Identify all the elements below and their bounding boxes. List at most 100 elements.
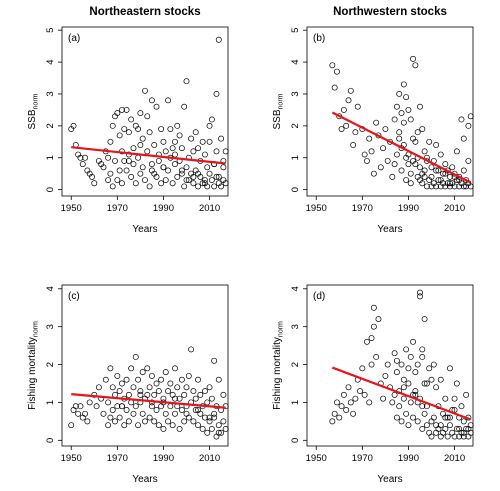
data-point [435,167,442,174]
data-point [412,388,419,395]
data-point [107,170,114,177]
data-point [368,148,375,155]
data-point [467,183,474,190]
data-point [155,388,162,395]
data-point [453,148,460,155]
data-point [197,410,204,417]
data-point [389,173,396,180]
points-group [329,289,474,440]
data-point [70,122,77,129]
data-point [130,384,137,391]
data-point [433,183,440,190]
data-point [421,380,428,387]
data-point [417,103,423,110]
data-point [162,148,169,155]
data-point [114,403,121,410]
data-point [405,106,412,113]
panel-label: (c) [68,291,80,302]
data-point [444,433,451,440]
data-point [123,376,130,383]
column-title-northeastern: Northeastern stocks [89,6,200,18]
data-point [396,403,403,410]
data-point [183,78,190,85]
data-point [393,151,400,158]
data-point [135,376,142,383]
data-point [403,94,410,101]
data-point [135,126,142,132]
data-point [114,372,121,379]
data-point [118,380,125,387]
data-point [151,418,158,425]
data-point [208,426,215,432]
data-point [451,433,458,440]
data-point [123,407,130,413]
panel-1: 1950 1970 1990 2010 0 1 2 3 4 5 Years SSBnorm (b) [272,26,474,235]
data-point [132,403,139,410]
data-point [169,145,176,152]
y-axis-label: Fishing mortalitynorm [27,321,40,410]
column-title-northwestern: Northwestern stocks [333,6,447,18]
y-axis-label-subscript: norm [278,93,285,109]
data-point [359,365,366,372]
data-point [195,183,201,190]
data-point [373,354,380,360]
data-point [121,157,128,164]
panel-label: (d) [313,291,325,302]
data-point [105,177,112,184]
data-point [160,164,167,171]
data-point [377,164,384,171]
data-point [363,338,370,345]
x-axis-label: Years [132,224,157,235]
data-point [442,426,449,432]
x-tick-label: 1990 [398,453,419,464]
x-tick-label: 1950 [306,453,327,464]
data-point [181,418,188,425]
data-point [148,372,155,379]
data-point [130,161,137,168]
data-point [204,429,211,436]
panel-label: (b) [313,33,325,44]
data-point [112,157,118,164]
data-point [433,384,440,391]
data-point [148,97,155,104]
data-point [222,148,229,155]
data-point [148,161,155,168]
y-axis-label: SSBnorm [272,93,285,129]
data-point [107,138,114,145]
data-point [218,183,225,190]
data-point [453,380,460,387]
data-point [363,157,370,164]
data-point [206,170,213,177]
data-point [398,418,405,425]
data-point [453,426,460,432]
data-point [142,177,148,184]
data-point [340,391,347,398]
data-point [421,173,428,180]
data-point [93,403,100,410]
data-point [160,426,167,432]
data-point [153,173,160,180]
y-tick-label: 3 [290,324,301,329]
data-point [167,126,174,132]
data-point [172,161,178,168]
panels-group: 1950 1970 1990 2010012345YearsSSBnorm(a)195… [27,26,474,485]
data-point [215,36,222,43]
data-point [423,183,430,190]
x-axis-label: Years [377,474,402,485]
data-point [410,135,417,142]
data-point [419,426,426,432]
data-point [125,129,132,136]
trend-line [71,393,226,409]
data-point [181,103,188,110]
data-point [201,414,208,421]
data-point [465,122,472,129]
data-point [451,183,458,190]
data-point [139,410,146,417]
data-point [428,173,435,180]
data-point [213,433,220,440]
data-point [467,429,474,436]
data-point [366,399,373,406]
data-point [75,410,82,417]
data-point [407,180,414,187]
